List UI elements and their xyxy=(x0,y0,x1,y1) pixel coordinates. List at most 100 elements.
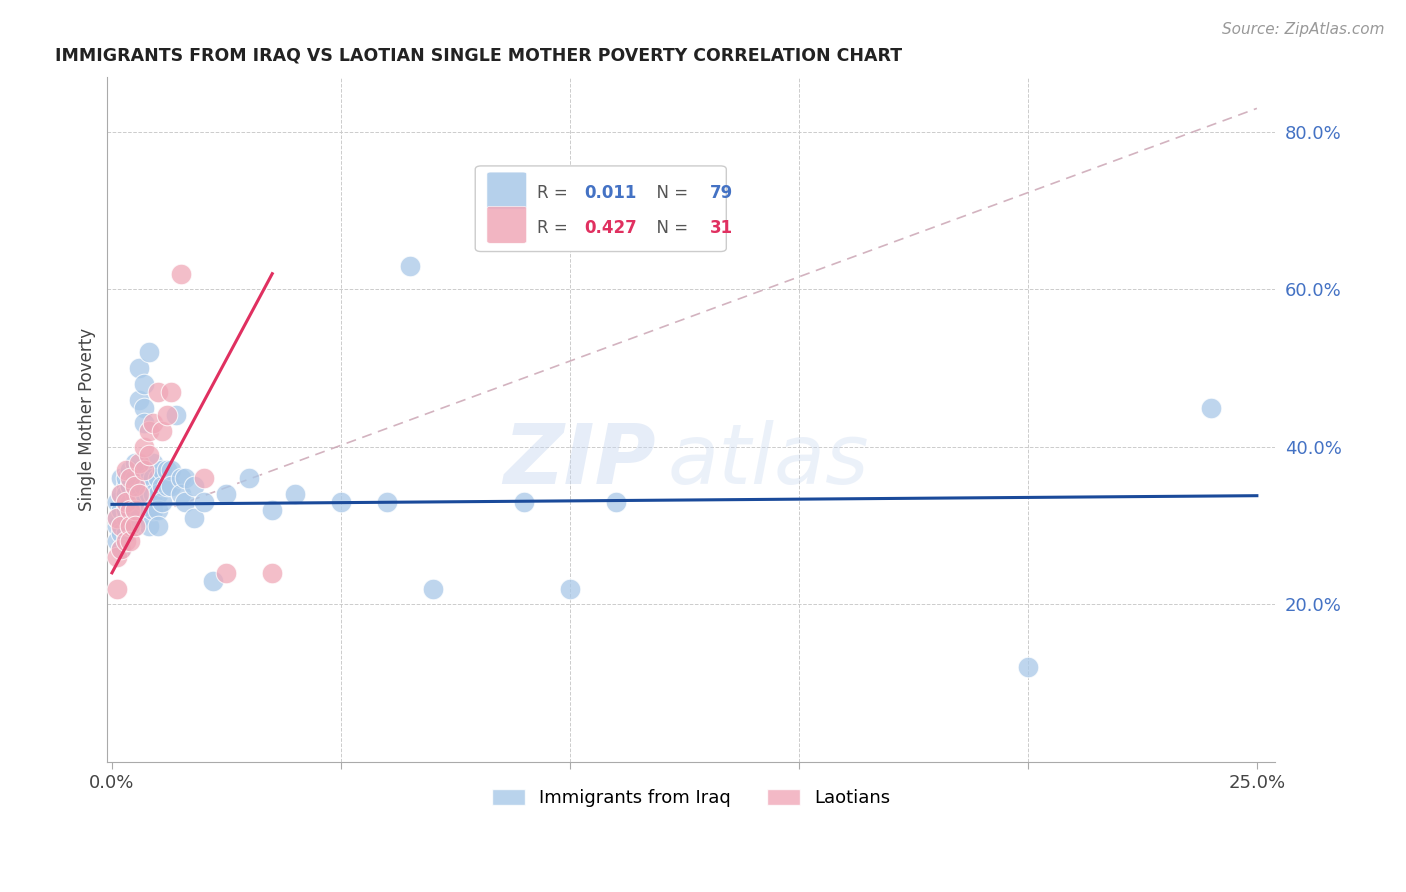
Point xyxy=(120,518,142,533)
Point xyxy=(142,487,165,501)
Point xyxy=(132,376,155,391)
Text: Source: ZipAtlas.com: Source: ZipAtlas.com xyxy=(1222,22,1385,37)
Point xyxy=(605,495,627,509)
Point xyxy=(156,409,179,423)
Point xyxy=(183,510,205,524)
Point xyxy=(124,456,146,470)
Point xyxy=(150,479,173,493)
Point xyxy=(146,487,169,501)
Y-axis label: Single Mother Poverty: Single Mother Poverty xyxy=(79,327,96,511)
Point xyxy=(110,542,132,557)
Point xyxy=(114,534,136,549)
Point xyxy=(174,495,197,509)
Point xyxy=(174,471,197,485)
Point xyxy=(114,487,136,501)
Point xyxy=(114,503,136,517)
Point xyxy=(169,267,191,281)
Point xyxy=(142,456,165,470)
Point xyxy=(120,479,142,493)
Point xyxy=(193,495,215,509)
Point xyxy=(262,566,284,580)
Point xyxy=(120,479,142,493)
Point xyxy=(150,495,173,509)
FancyBboxPatch shape xyxy=(475,166,727,252)
Point xyxy=(262,503,284,517)
Point xyxy=(114,479,136,493)
Point xyxy=(120,510,142,524)
Text: 0.011: 0.011 xyxy=(583,185,637,202)
Point xyxy=(146,384,169,399)
Point xyxy=(124,487,146,501)
FancyBboxPatch shape xyxy=(486,206,527,244)
Text: atlas: atlas xyxy=(668,420,869,501)
Point xyxy=(146,518,169,533)
Text: R =: R = xyxy=(537,185,574,202)
Point xyxy=(215,566,238,580)
Text: 0.427: 0.427 xyxy=(583,219,637,236)
Point xyxy=(142,417,165,431)
Point xyxy=(105,510,128,524)
Point xyxy=(124,503,146,517)
Point xyxy=(128,456,150,470)
Point xyxy=(110,503,132,517)
Point xyxy=(1199,401,1222,415)
Point xyxy=(114,463,136,477)
Point xyxy=(160,463,183,477)
Point xyxy=(120,534,142,549)
Point xyxy=(138,487,160,501)
Point xyxy=(138,345,160,359)
Point xyxy=(375,495,398,509)
Point xyxy=(142,503,165,517)
Point xyxy=(142,471,165,485)
Point xyxy=(105,518,128,533)
Point xyxy=(156,479,179,493)
Point xyxy=(124,503,146,517)
Point xyxy=(138,448,160,462)
Point xyxy=(105,495,128,509)
Point xyxy=(124,471,146,485)
Point xyxy=(120,471,142,485)
Point xyxy=(114,510,136,524)
Point xyxy=(110,518,132,533)
Point xyxy=(238,471,260,485)
Point xyxy=(124,518,146,533)
Point xyxy=(128,392,150,407)
Point xyxy=(105,550,128,565)
Point xyxy=(160,479,183,493)
Point xyxy=(110,526,132,541)
Point xyxy=(120,518,142,533)
Point xyxy=(132,463,155,477)
Point xyxy=(128,510,150,524)
Point xyxy=(169,471,191,485)
Point xyxy=(160,384,183,399)
Point xyxy=(132,479,155,493)
Point xyxy=(110,487,132,501)
Point xyxy=(120,463,142,477)
Point xyxy=(150,463,173,477)
Legend: Immigrants from Iraq, Laotians: Immigrants from Iraq, Laotians xyxy=(485,781,897,814)
Point xyxy=(124,479,146,493)
Point xyxy=(132,463,155,477)
Point xyxy=(110,487,132,501)
Point xyxy=(201,574,224,588)
Point xyxy=(128,361,150,376)
Point xyxy=(329,495,352,509)
Point xyxy=(169,487,191,501)
Point xyxy=(105,534,128,549)
FancyBboxPatch shape xyxy=(486,172,527,209)
Text: IMMIGRANTS FROM IRAQ VS LAOTIAN SINGLE MOTHER POVERTY CORRELATION CHART: IMMIGRANTS FROM IRAQ VS LAOTIAN SINGLE M… xyxy=(55,46,903,64)
Point xyxy=(114,495,136,509)
Point xyxy=(146,471,169,485)
Point xyxy=(146,503,169,517)
Point xyxy=(114,526,136,541)
Text: 31: 31 xyxy=(710,219,733,236)
Point xyxy=(128,487,150,501)
Point xyxy=(138,518,160,533)
Point xyxy=(114,471,136,485)
Text: N =: N = xyxy=(645,185,693,202)
Text: N =: N = xyxy=(645,219,693,236)
Point xyxy=(114,495,136,509)
Point xyxy=(284,487,307,501)
Point xyxy=(132,495,155,509)
Point xyxy=(138,424,160,438)
